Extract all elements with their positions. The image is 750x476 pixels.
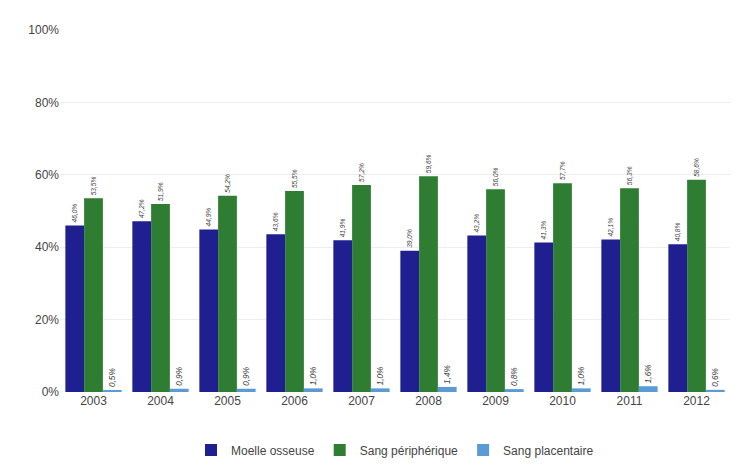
- svg-text:0,9%: 0,9%: [175, 367, 184, 386]
- svg-text:2007: 2007: [348, 394, 375, 408]
- svg-text:54,2%: 54,2%: [224, 174, 231, 193]
- svg-text:43,6%: 43,6%: [272, 212, 279, 231]
- svg-text:2004: 2004: [147, 394, 174, 408]
- svg-text:0%: 0%: [42, 385, 60, 399]
- svg-text:0,5%: 0,5%: [108, 368, 117, 387]
- svg-text:40,8%: 40,8%: [674, 222, 681, 241]
- svg-text:1,6%: 1,6%: [644, 365, 653, 384]
- svg-text:58,6%: 58,6%: [693, 158, 700, 177]
- svg-text:2008: 2008: [415, 394, 442, 408]
- svg-text:40%: 40%: [35, 240, 59, 254]
- svg-text:39,0%: 39,0%: [406, 229, 413, 248]
- svg-text:0,6%: 0,6%: [711, 368, 720, 387]
- svg-text:2003: 2003: [80, 394, 107, 408]
- svg-text:0,9%: 0,9%: [242, 367, 251, 386]
- svg-text:2012: 2012: [683, 394, 710, 408]
- svg-text:1,0%: 1,0%: [376, 367, 385, 386]
- svg-text:Sang périphérique: Sang périphérique: [360, 444, 458, 458]
- svg-text:20%: 20%: [35, 313, 59, 327]
- svg-text:2010: 2010: [549, 394, 576, 408]
- svg-text:80%: 80%: [35, 96, 59, 110]
- svg-text:46,0%: 46,0%: [71, 204, 78, 223]
- svg-text:Sang placentaire: Sang placentaire: [503, 444, 593, 458]
- svg-text:56,0%: 56,0%: [492, 167, 499, 186]
- svg-text:41,3%: 41,3%: [540, 221, 547, 240]
- svg-text:51,9%: 51,9%: [157, 182, 164, 201]
- svg-text:57,2%: 57,2%: [358, 163, 365, 182]
- svg-text:55,5%: 55,5%: [291, 169, 298, 188]
- svg-text:1,0%: 1,0%: [309, 367, 318, 386]
- svg-text:59,6%: 59,6%: [425, 154, 432, 173]
- svg-text:0,8%: 0,8%: [510, 367, 519, 386]
- svg-text:44,9%: 44,9%: [205, 208, 212, 227]
- svg-text:Moelle osseuse: Moelle osseuse: [231, 444, 315, 458]
- svg-text:53,5%: 53,5%: [90, 177, 97, 196]
- svg-text:2011: 2011: [617, 394, 643, 408]
- svg-text:1,0%: 1,0%: [577, 367, 586, 386]
- svg-text:2005: 2005: [214, 394, 241, 408]
- svg-text:47,2%: 47,2%: [138, 199, 145, 218]
- svg-text:60%: 60%: [35, 168, 59, 182]
- svg-text:2006: 2006: [281, 394, 308, 408]
- svg-text:100%: 100%: [28, 23, 59, 37]
- svg-text:56,3%: 56,3%: [626, 166, 633, 185]
- svg-text:1,4%: 1,4%: [443, 365, 452, 384]
- svg-text:57,7%: 57,7%: [559, 161, 566, 180]
- svg-text:2009: 2009: [482, 394, 509, 408]
- svg-text:41,9%: 41,9%: [339, 218, 346, 237]
- svg-text:42,1%: 42,1%: [607, 218, 614, 237]
- svg-text:43,2%: 43,2%: [473, 214, 480, 233]
